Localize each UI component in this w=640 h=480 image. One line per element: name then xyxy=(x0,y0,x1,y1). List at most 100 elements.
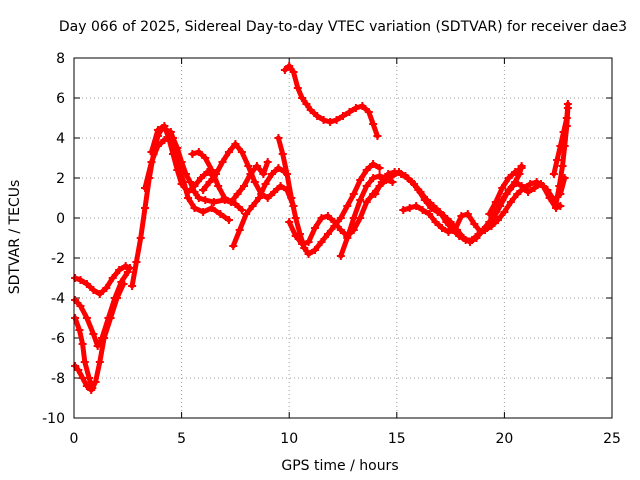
data-point xyxy=(80,358,89,366)
data-point xyxy=(362,198,371,206)
data-point xyxy=(229,242,238,250)
data-point xyxy=(298,240,307,248)
series-markers-s4 xyxy=(71,362,96,394)
data-point xyxy=(136,234,145,242)
data-point xyxy=(336,252,345,260)
data-point xyxy=(399,206,408,214)
data-point xyxy=(496,202,505,210)
data-point xyxy=(147,148,156,156)
x-axis-label: GPS time / hours xyxy=(281,458,398,474)
data-point xyxy=(201,196,210,204)
x-tick-label: 0 xyxy=(70,431,79,447)
series-markers-s18 xyxy=(549,100,572,178)
data-point xyxy=(330,218,339,226)
data-point xyxy=(205,178,214,186)
data-point xyxy=(302,100,311,108)
data-point xyxy=(283,170,292,178)
data-point xyxy=(242,210,251,218)
data-point xyxy=(555,182,564,190)
data-point xyxy=(332,116,341,124)
data-point xyxy=(121,262,130,270)
data-point xyxy=(184,188,193,196)
data-point xyxy=(403,174,412,182)
data-point xyxy=(504,174,513,182)
data-point xyxy=(556,202,565,210)
data-point xyxy=(270,188,279,196)
data-point xyxy=(115,266,124,274)
data-point xyxy=(375,172,384,180)
data-point xyxy=(304,238,313,246)
data-point xyxy=(530,184,539,192)
data-point xyxy=(91,378,100,386)
plot-frame xyxy=(73,57,613,419)
data-point xyxy=(345,108,354,116)
data-point xyxy=(75,326,84,334)
data-point xyxy=(267,170,276,178)
data-point xyxy=(209,198,218,206)
data-series xyxy=(71,62,572,394)
data-point xyxy=(317,238,326,246)
tick-labels: 0 5 10 15 20 25 -10 -8 -6 -4 -2 0 2 4 6 8 xyxy=(42,51,621,447)
data-point xyxy=(82,382,91,390)
data-point xyxy=(141,184,150,192)
data-point xyxy=(123,268,132,276)
data-point xyxy=(190,182,199,190)
data-point xyxy=(519,184,528,192)
data-point xyxy=(194,148,203,156)
data-point xyxy=(410,180,419,188)
data-point xyxy=(188,150,197,158)
data-point xyxy=(491,198,500,206)
data-point xyxy=(470,220,479,228)
data-point xyxy=(82,314,91,322)
data-point xyxy=(416,188,425,196)
y-tick-label: 6 xyxy=(56,91,65,107)
data-point xyxy=(437,224,446,232)
data-point xyxy=(502,190,511,198)
data-point xyxy=(235,226,244,234)
data-point xyxy=(317,214,326,222)
data-point xyxy=(485,210,494,218)
data-point xyxy=(220,194,229,202)
data-point xyxy=(291,232,300,240)
data-point xyxy=(261,180,270,188)
data-point xyxy=(76,276,85,284)
data-point xyxy=(285,62,294,70)
y-tick-label: -4 xyxy=(51,291,65,307)
series-line-s5 xyxy=(129,125,245,289)
data-point xyxy=(244,162,253,170)
data-point xyxy=(95,290,104,298)
data-point xyxy=(526,180,535,188)
data-point xyxy=(457,212,466,220)
data-point xyxy=(356,196,365,204)
data-point xyxy=(173,166,182,174)
data-point xyxy=(240,182,249,190)
data-point xyxy=(311,224,320,232)
data-point xyxy=(289,68,298,76)
data-point xyxy=(237,206,246,214)
data-point xyxy=(463,210,472,218)
data-point xyxy=(71,274,80,282)
data-point xyxy=(553,156,562,164)
data-point xyxy=(498,184,507,192)
data-point xyxy=(336,214,345,222)
data-point xyxy=(141,204,150,212)
data-point xyxy=(177,180,186,188)
data-point xyxy=(246,170,255,178)
data-point xyxy=(87,386,96,394)
data-point xyxy=(263,194,272,202)
y-tick-label: -6 xyxy=(51,331,65,347)
data-point xyxy=(224,148,233,156)
data-point xyxy=(199,208,208,216)
data-point xyxy=(558,162,567,170)
data-point xyxy=(429,202,438,210)
data-point xyxy=(76,302,85,310)
data-point xyxy=(71,314,80,322)
data-point xyxy=(390,168,399,176)
data-point xyxy=(489,214,498,222)
data-point xyxy=(78,374,87,382)
data-point xyxy=(263,158,272,166)
data-point xyxy=(106,314,115,322)
data-point xyxy=(313,112,322,120)
data-point xyxy=(252,162,261,170)
